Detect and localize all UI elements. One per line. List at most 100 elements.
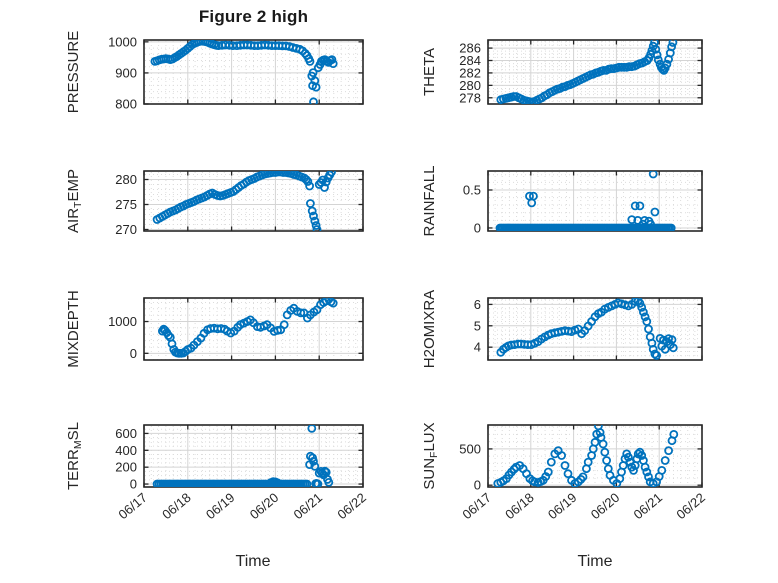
- data-point-marker: [309, 211, 318, 221]
- minor-grid: [489, 172, 701, 230]
- data-point-marker: [324, 477, 334, 487]
- data-point-marker: [598, 439, 608, 449]
- figure-title: Figure 2 high: [198, 7, 309, 26]
- data-points: [152, 171, 336, 231]
- y-tick-label: 0: [130, 346, 137, 361]
- x-tick-label: 06/18: [502, 490, 537, 522]
- y-tick-label: 284: [459, 53, 481, 68]
- data-point-marker: [624, 452, 633, 462]
- data-point-marker: [273, 171, 283, 177]
- axes-box: [143, 170, 364, 232]
- y-axis-label: TERRMSL: [65, 422, 84, 490]
- data-points: [157, 298, 338, 358]
- data-point-marker: [644, 472, 653, 482]
- data-points: [493, 425, 679, 487]
- data-point-marker: [308, 68, 318, 77]
- y-tick-label: 6: [474, 297, 481, 312]
- data-point-marker: [301, 175, 311, 184]
- data-point-marker: [652, 351, 661, 360]
- y-axis-label: RAINFALL: [421, 166, 438, 237]
- data-point-marker: [527, 198, 537, 208]
- data-point-marker: [629, 465, 638, 475]
- axes-box: [487, 39, 703, 105]
- data-point-marker: [666, 223, 676, 231]
- data-point-marker: [303, 177, 313, 186]
- data-point-marker: [669, 429, 679, 439]
- data-point-marker: [651, 44, 661, 54]
- data-point-marker: [578, 472, 588, 482]
- data-point-marker: [263, 171, 272, 178]
- y-tick-label: 0: [474, 478, 481, 493]
- y-tick-label: 0: [130, 477, 137, 492]
- data-points: [495, 171, 676, 231]
- data-point-marker: [328, 298, 338, 308]
- data-point-marker: [635, 201, 645, 211]
- data-point-marker: [296, 308, 306, 318]
- data-point-marker: [635, 298, 645, 308]
- data-point-marker: [560, 461, 570, 470]
- data-point-marker: [646, 219, 655, 229]
- data-point-marker: [602, 456, 611, 465]
- data-point-marker: [662, 59, 672, 69]
- data-points: [496, 40, 678, 104]
- x-tick-label: 06/21: [291, 490, 326, 522]
- data-point-marker: [260, 171, 270, 179]
- subplot-air-temp: 270 275 280 AIRTEMP: [65, 169, 364, 237]
- y-tick-label: 286: [459, 41, 481, 56]
- x-axis-label-left: Time: [235, 553, 271, 570]
- y-tick-label: 0.5: [463, 182, 481, 197]
- y-tick-label: 1000: [108, 34, 137, 49]
- data-point-marker: [305, 57, 315, 66]
- y-tick-label: 280: [115, 172, 137, 187]
- data-point-marker: [311, 82, 321, 92]
- data-point-marker: [307, 206, 317, 216]
- data-point-marker: [309, 456, 318, 466]
- y-axis-label: AIRTEMP: [65, 169, 84, 233]
- data-point-marker: [640, 312, 650, 322]
- subplot-rainfall: 0 0.5 RAINFALL: [421, 166, 703, 237]
- x-tick-label: 06/19: [203, 490, 238, 522]
- data-point-marker: [320, 183, 329, 192]
- x-tick-label: 06/20: [588, 490, 623, 522]
- y-axis-label: H2OMIXRA: [421, 290, 438, 368]
- tick-marks: [487, 425, 703, 487]
- subplot-terr-msl: 0 200 400 600 06/17 06/18 06/19 06/20 06/21 06/22…: [65, 422, 369, 522]
- x-tick-label: 06/18: [159, 490, 194, 522]
- data-point-marker: [302, 479, 312, 487]
- data-point-marker: [667, 335, 677, 345]
- y-tick-label: 275: [115, 197, 137, 212]
- x-tick-label: 06/17: [115, 490, 150, 522]
- x-tick-label: 06/17: [459, 490, 494, 522]
- data-point-marker: [310, 461, 320, 471]
- data-point-marker: [307, 425, 317, 433]
- data-point-marker: [328, 59, 338, 68]
- data-point-marker: [164, 331, 173, 340]
- y-tick-label: 200: [115, 460, 137, 475]
- data-point-marker: [305, 181, 315, 191]
- y-axis-label: PRESSURE: [65, 31, 82, 114]
- data-point-marker: [668, 343, 678, 353]
- data-point-marker: [530, 477, 540, 487]
- subplot-pressure: 800 900 1000 PRESSURE: [65, 31, 364, 114]
- data-point-marker: [642, 467, 652, 477]
- data-point-marker: [313, 479, 323, 487]
- data-point-marker: [563, 469, 573, 479]
- data-point-marker: [660, 344, 670, 354]
- data-point-marker: [327, 171, 336, 177]
- data-point-marker: [595, 428, 605, 437]
- data-point-marker: [590, 437, 600, 447]
- data-point-marker: [650, 207, 660, 217]
- data-point-marker: [637, 451, 647, 460]
- data-point-marker: [627, 215, 637, 225]
- y-axis-label: MIXDEPTH: [65, 290, 82, 368]
- data-point-marker: [279, 320, 289, 330]
- x-tick-label: 06/21: [631, 490, 666, 522]
- data-point-marker: [543, 467, 553, 477]
- data-point-marker: [642, 225, 651, 231]
- data-point-marker: [327, 55, 337, 64]
- y-tick-label: 800: [115, 97, 137, 112]
- data-points: [496, 298, 678, 360]
- subplot-mixdepth: 0 1000 MIXDEPTH: [65, 290, 364, 368]
